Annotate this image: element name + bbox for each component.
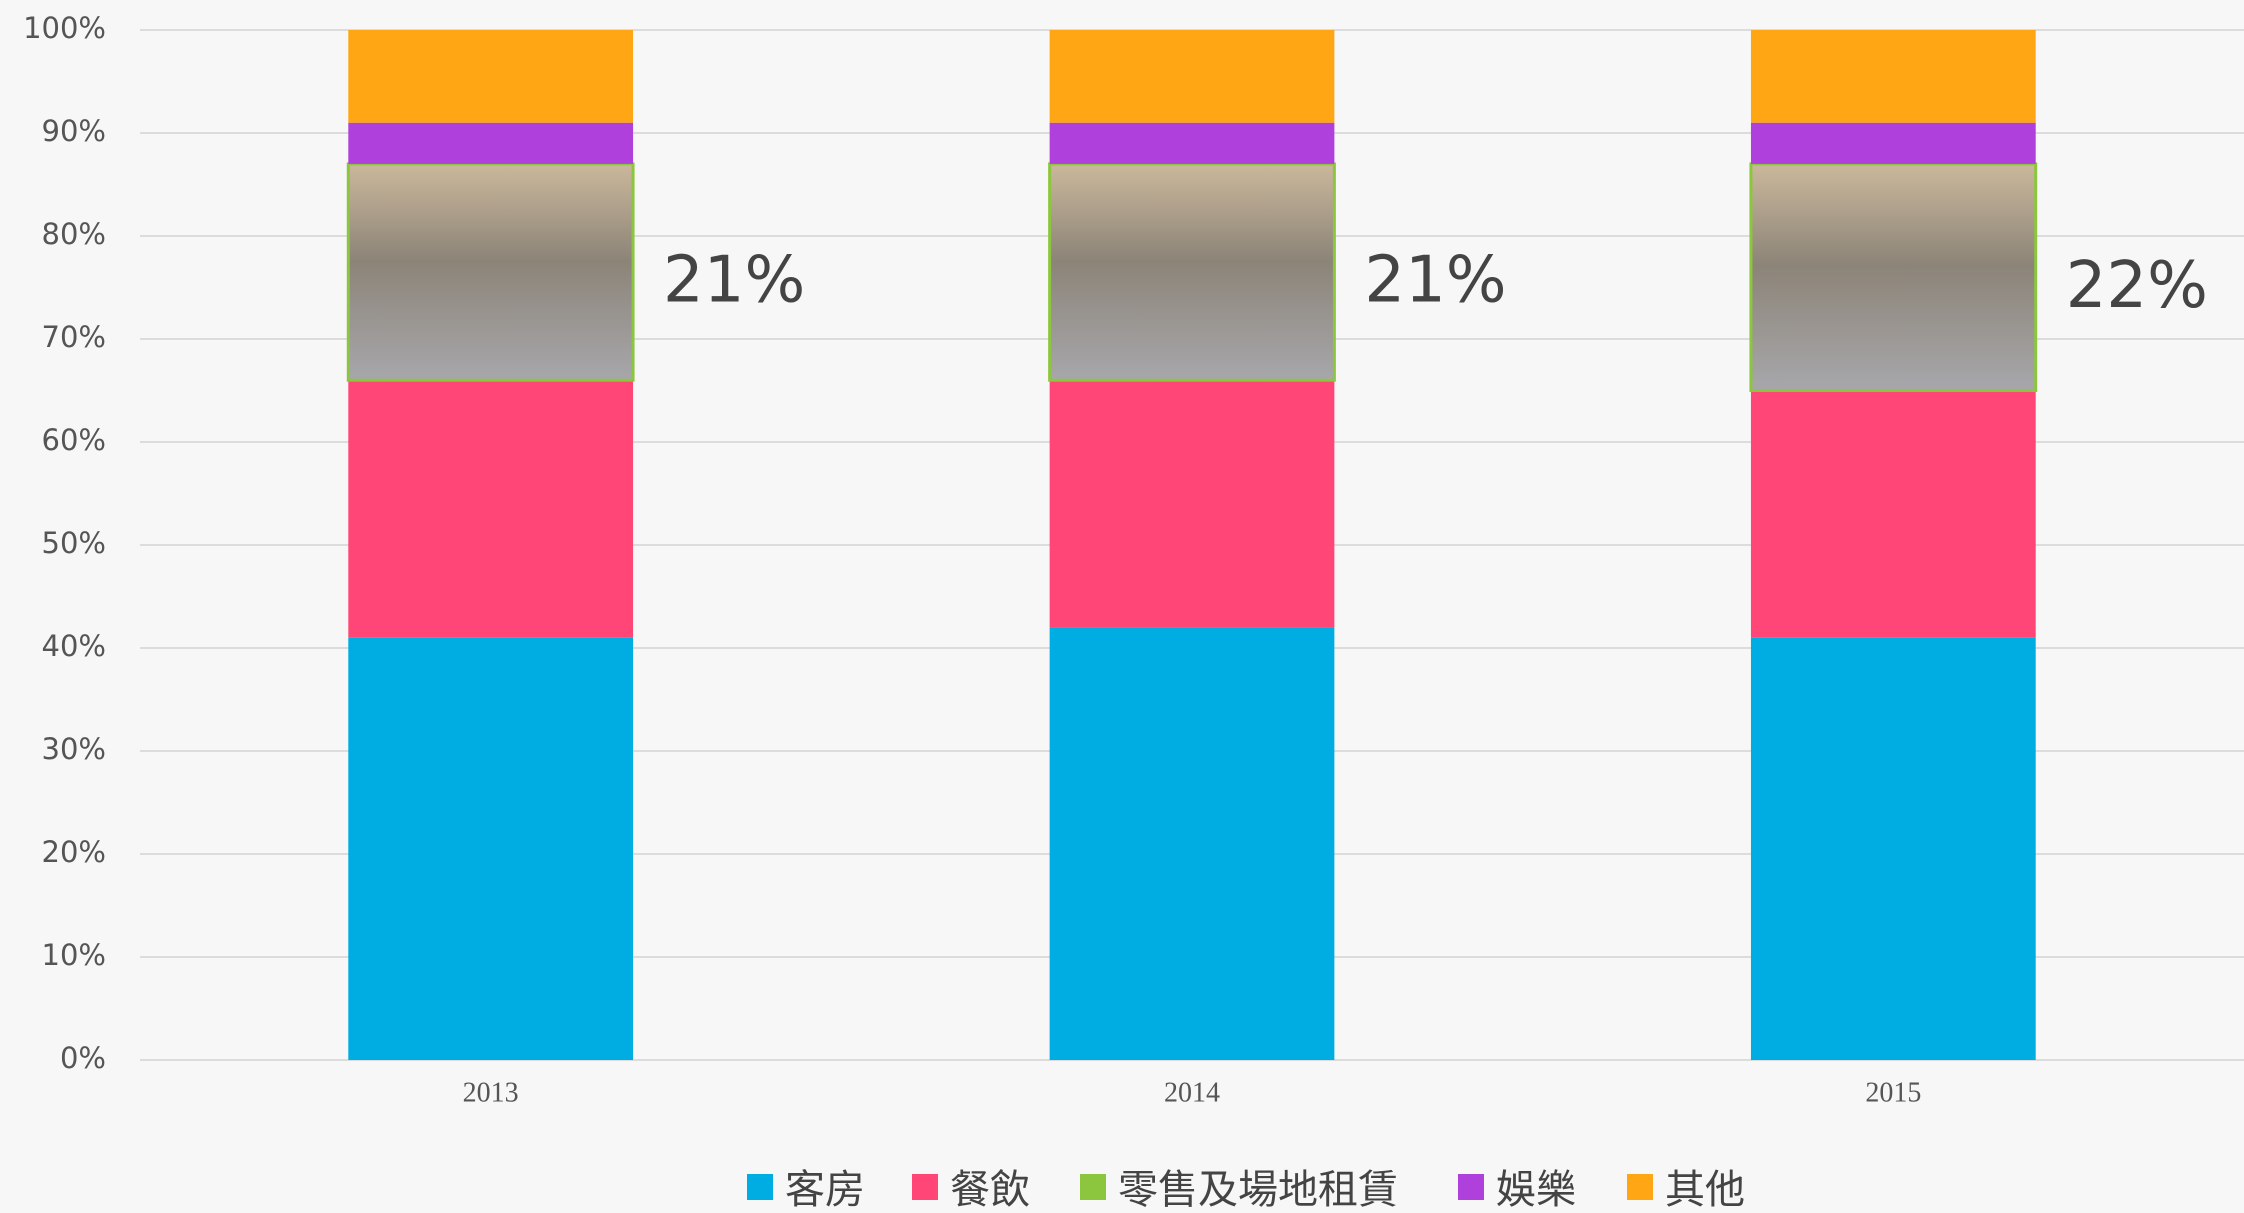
legend-label: 娛樂 [1496,1167,1576,1213]
y-tick-label: 80% [42,217,106,251]
legend-swatch [1627,1174,1653,1200]
bar-segment [1049,30,1335,123]
data-label: 21% [663,244,805,318]
legend-swatch [1458,1174,1484,1200]
bar-segment [348,380,634,638]
bar-segment [1750,637,2036,1060]
bar-segment [346,162,635,382]
y-tick-label: 70% [42,320,106,354]
bar-segment [348,122,634,164]
bar-segment [1049,627,1335,1060]
bar-segment [1749,162,2038,392]
legend-label: 客房 [785,1167,865,1213]
legend-label: 餐飲 [950,1167,1030,1213]
y-tick-label: 10% [42,938,106,972]
legend-swatch [747,1174,773,1200]
y-tick-label: 30% [42,732,106,766]
bar-segment [1750,122,2036,164]
data-label: 21% [1364,244,1506,318]
y-tick-label: 50% [42,526,106,560]
legend-label: 其他 [1665,1167,1745,1213]
legend-swatch [912,1174,938,1200]
y-tick-label: 100% [23,11,106,45]
legend-swatch [1080,1174,1106,1200]
y-tick-label: 90% [42,114,106,148]
bar-segment [1750,30,2036,123]
legend-label: 零售及場地租賃 [1118,1167,1398,1213]
x-tick-label: 2013 [463,1077,519,1108]
bar-segment [1750,390,2036,638]
data-label: 22% [2066,249,2208,323]
y-tick-label: 0% [60,1041,106,1075]
y-tick-label: 20% [42,835,106,869]
x-tick-label: 2014 [1164,1077,1220,1108]
bar-segment [1049,380,1335,628]
x-tick-label: 2015 [1865,1077,1921,1108]
bar-segment [1048,162,1336,382]
bar-segment [1049,122,1335,164]
bar-segment [348,637,634,1060]
y-tick-label: 60% [42,423,106,457]
y-tick-label: 40% [42,629,106,663]
bar-segment [348,30,634,123]
